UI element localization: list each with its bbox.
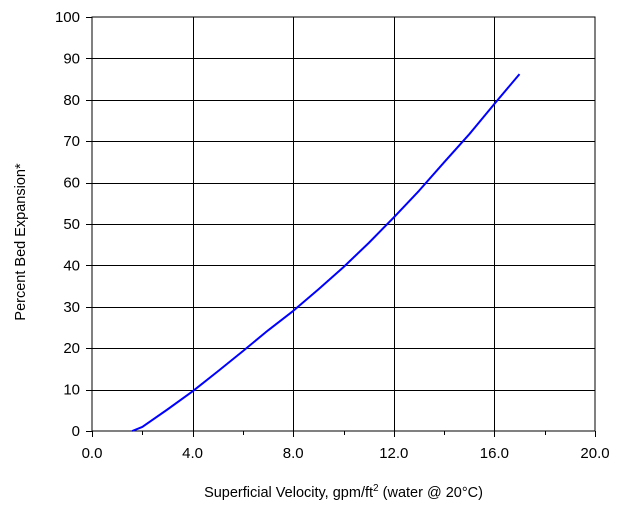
y-tick-label: 0	[72, 423, 80, 440]
series-layer	[131, 73, 521, 432]
x-axis-title-suffix: (water @ 20°C)	[379, 485, 483, 501]
y-tick-label: 30	[63, 299, 80, 316]
y-tick-label: 10	[63, 382, 80, 399]
y-tick-label: 20	[63, 340, 80, 357]
x-tick-label: 4.0	[182, 445, 203, 462]
y-tick-label: 100	[55, 9, 80, 26]
y-tick-label: 60	[63, 175, 80, 192]
x-tick-label: 20.0	[580, 445, 609, 462]
x-tick-label: 12.0	[379, 445, 408, 462]
grid-lines	[92, 17, 595, 431]
y-tick-label: 50	[63, 216, 80, 233]
y-tick-label: 40	[63, 257, 80, 274]
x-tick-label: 0.0	[82, 445, 103, 462]
x-tick-labels: 0.0 4.0 8.0 12.0 16.0 20.0	[82, 445, 610, 462]
y-tick-label: 80	[63, 92, 80, 109]
y-tick-labels: 0 10 20 30 40 50 60 70 80 90 100	[55, 9, 80, 440]
y-tick-label: 90	[63, 50, 80, 67]
x-axis-title-main: Superficial Velocity, gpm/ft	[204, 485, 373, 501]
bed-expansion-curve	[131, 73, 521, 432]
axis-ticks	[86, 17, 596, 437]
x-axis-title-superscript: 2	[373, 483, 379, 494]
y-tick-label: 70	[63, 133, 80, 150]
x-tick-label: 8.0	[283, 445, 304, 462]
y-axis-title: Percent Bed Expansion*	[13, 163, 29, 321]
x-axis-title: Superficial Velocity, gpm/ft2 (water @ 2…	[204, 483, 483, 501]
x-tick-label: 16.0	[480, 445, 509, 462]
